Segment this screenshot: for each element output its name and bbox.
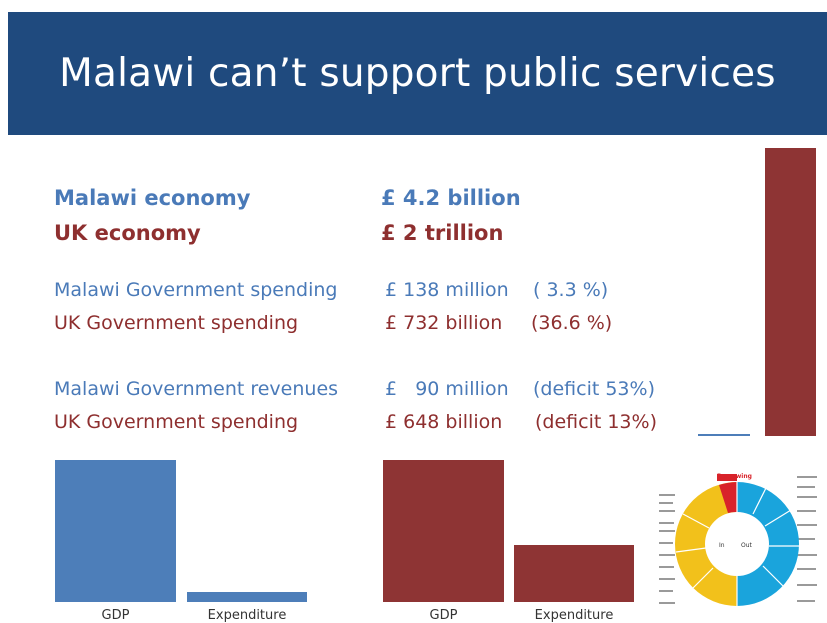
uk-spending-2-value: £ 648 billion bbox=[385, 411, 503, 433]
malawi-revenues-deficit: (deficit 53%) bbox=[533, 378, 655, 400]
malawi-gdp-bar bbox=[55, 460, 176, 602]
uk-comparison-bar bbox=[765, 148, 816, 436]
uk-spending-2-deficit: (deficit 13%) bbox=[535, 411, 657, 433]
uk-expenditure-label: Expenditure bbox=[534, 608, 614, 623]
malawi-expenditure-label: Expenditure bbox=[207, 608, 287, 623]
slide-title: Malawi can’t support public services bbox=[59, 51, 776, 96]
malawi-revenues-value: £ 90 million bbox=[385, 378, 509, 400]
uk-spending-2-label: UK Government spending bbox=[54, 411, 299, 433]
title-banner: Malawi can’t support public services bbox=[8, 12, 827, 135]
malawi-economy-value: £ 4.2 billion bbox=[381, 186, 521, 210]
malawi-economy-label: Malawi economy bbox=[54, 186, 251, 210]
uk-spending-label: UK Government spending bbox=[54, 312, 299, 334]
malawi-comparison-line bbox=[698, 434, 750, 436]
budget-infographic: Borrowing In Out bbox=[657, 464, 819, 621]
malawi-gdp-label: GDP bbox=[101, 608, 130, 623]
uk-gdp-label: GDP bbox=[429, 608, 458, 623]
infographic-out-label: Out bbox=[741, 542, 752, 549]
malawi-spending-percent: ( 3.3 %) bbox=[533, 279, 609, 301]
malawi-spending-value: £ 138 million bbox=[385, 279, 509, 301]
malawi-spending-label: Malawi Government spending bbox=[54, 279, 338, 301]
uk-spending-percent: (36.6 %) bbox=[531, 312, 613, 334]
malawi-expenditure-bar bbox=[187, 592, 307, 602]
uk-expenditure-bar bbox=[514, 545, 634, 602]
uk-gdp-bar bbox=[383, 460, 504, 602]
malawi-revenues-label: Malawi Government revenues bbox=[54, 378, 339, 400]
budget-donut-graphic bbox=[659, 474, 817, 606]
uk-economy-value: £ 2 trillion bbox=[381, 221, 504, 245]
uk-economy-label: UK economy bbox=[54, 221, 201, 245]
uk-spending-value: £ 732 billion bbox=[385, 312, 503, 334]
infographic-in-label: In bbox=[719, 542, 725, 549]
infographic-borrowing-label: Borrowing bbox=[717, 473, 752, 480]
